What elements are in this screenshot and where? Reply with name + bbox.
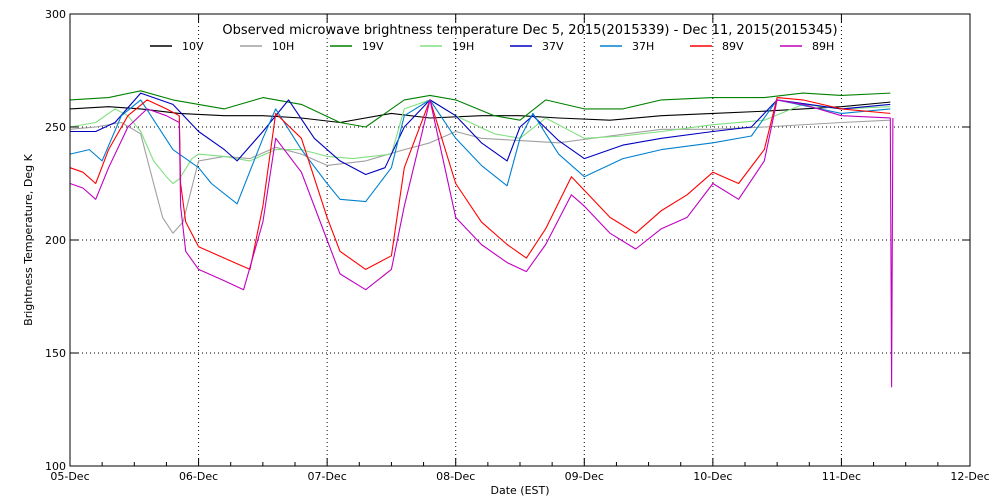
legend-label-89v: 89V: [722, 40, 744, 53]
y-tick-label: 150: [45, 347, 66, 360]
x-axis: 05-Dec 06-Dec 07-Dec 08-Dec 09-Dec 10-Dec 11-D…: [50, 14, 990, 483]
y-axis: 100 150 200 250 300: [45, 8, 970, 473]
x-tick-label: 07-Dec: [308, 470, 347, 483]
x-tick-label: 10-Dec: [693, 470, 732, 483]
legend-label-19h: 19H: [452, 40, 474, 53]
y-axis-label: Brightness Temperature, Deg K: [22, 153, 35, 325]
legend-label-10v: 10V: [182, 40, 204, 53]
x-tick-label: 12-Dec: [950, 470, 989, 483]
legend-label-37h: 37H: [632, 40, 654, 53]
grid: [70, 14, 970, 466]
legend-label-19v: 19V: [362, 40, 384, 53]
chart-title: Observed microwave brightness temperatur…: [222, 23, 837, 38]
legend-label-37v: 37V: [542, 40, 564, 53]
x-axis-label: Date (EST): [490, 484, 549, 497]
y-tick-label: 300: [45, 8, 66, 21]
x-tick-label: 08-Dec: [436, 470, 475, 483]
x-tick-label: 09-Dec: [565, 470, 604, 483]
x-tick-label: 06-Dec: [179, 470, 218, 483]
legend: 10V 10H 19V 19H 37V 37H 89V 89H: [150, 40, 834, 53]
y-tick-label: 200: [45, 234, 66, 247]
x-tick-label: 11-Dec: [822, 470, 861, 483]
y-tick-label: 100: [45, 460, 66, 473]
legend-label-10h: 10H: [272, 40, 294, 53]
y-tick-label: 250: [45, 121, 66, 134]
x-tick-label: 05-Dec: [50, 470, 89, 483]
legend-label-89h: 89H: [812, 40, 834, 53]
